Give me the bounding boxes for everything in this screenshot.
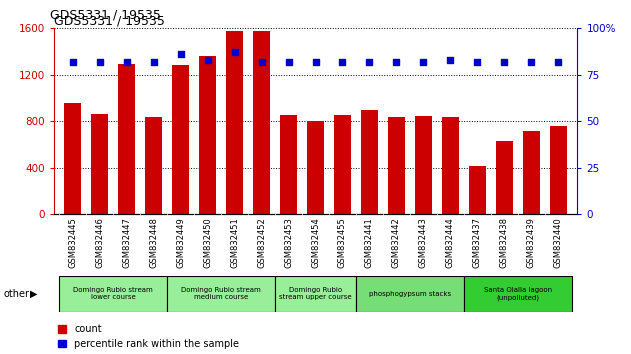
Point	[365, 59, 375, 65]
Text: GSM832448: GSM832448	[149, 217, 158, 268]
Bar	[64, 103, 81, 214]
Text: GSM832440: GSM832440	[554, 217, 563, 268]
Bar	[464, 276, 572, 312]
Point	[418, 59, 428, 65]
Bar	[145, 116, 162, 214]
Bar	[523, 131, 540, 214]
Point	[122, 59, 132, 65]
Bar	[334, 115, 351, 214]
Point	[175, 51, 186, 57]
Bar	[275, 276, 356, 312]
Text: phosphogypsum stacks: phosphogypsum stacks	[369, 291, 451, 297]
Point	[310, 59, 321, 65]
Point	[445, 57, 456, 63]
Bar	[59, 276, 167, 312]
Point	[203, 57, 213, 63]
Point	[473, 59, 483, 65]
Bar	[415, 116, 432, 214]
Text: other: other	[3, 289, 29, 299]
Point	[148, 59, 158, 65]
Bar	[469, 166, 486, 214]
Text: GSM832450: GSM832450	[203, 217, 212, 268]
Text: GSM832452: GSM832452	[257, 217, 266, 268]
Text: GSM832442: GSM832442	[392, 217, 401, 268]
Point	[256, 59, 266, 65]
Bar	[167, 276, 275, 312]
Bar	[389, 116, 404, 214]
Point	[230, 50, 240, 55]
Text: Domingo Rubio
stream upper course: Domingo Rubio stream upper course	[279, 287, 352, 300]
Text: GSM832454: GSM832454	[311, 217, 320, 268]
Text: GSM832444: GSM832444	[446, 217, 455, 268]
Point	[526, 59, 536, 65]
Bar	[356, 276, 464, 312]
Text: GSM832437: GSM832437	[473, 217, 482, 268]
Text: GSM832447: GSM832447	[122, 217, 131, 268]
Text: GSM832446: GSM832446	[95, 217, 104, 268]
Bar	[442, 116, 459, 214]
Point	[68, 59, 78, 65]
Point	[283, 59, 293, 65]
Point	[95, 59, 105, 65]
Point	[553, 59, 563, 65]
Text: GSM832441: GSM832441	[365, 217, 374, 268]
Point	[499, 59, 509, 65]
Text: GDS5331 / 19535: GDS5331 / 19535	[50, 8, 162, 21]
Bar	[254, 31, 269, 214]
Text: GSM832445: GSM832445	[68, 217, 77, 268]
Legend: count, percentile rank within the sample: count, percentile rank within the sample	[59, 324, 239, 349]
Point	[338, 59, 348, 65]
Bar	[119, 64, 134, 214]
Bar	[199, 56, 216, 214]
Text: Domingo Rubio stream
medium course: Domingo Rubio stream medium course	[181, 287, 261, 300]
Text: GDS5331 / 19535: GDS5331 / 19535	[54, 14, 165, 27]
Bar	[497, 141, 512, 214]
Text: Domingo Rubio stream
lower course: Domingo Rubio stream lower course	[73, 287, 153, 300]
Text: GSM832455: GSM832455	[338, 217, 347, 268]
Bar	[227, 31, 242, 214]
Text: GSM832453: GSM832453	[284, 217, 293, 268]
Text: GSM832438: GSM832438	[500, 217, 509, 268]
Text: GSM832451: GSM832451	[230, 217, 239, 268]
Bar	[280, 115, 297, 214]
Bar	[307, 121, 324, 214]
Text: GSM832439: GSM832439	[527, 217, 536, 268]
Bar	[362, 110, 377, 214]
Bar	[550, 126, 567, 214]
Text: ▶: ▶	[30, 289, 38, 299]
Text: GSM832449: GSM832449	[176, 217, 185, 268]
Text: Santa Olalla lagoon
(unpolluted): Santa Olalla lagoon (unpolluted)	[484, 287, 552, 301]
Bar	[91, 114, 108, 214]
Bar	[172, 65, 189, 214]
Text: GSM832443: GSM832443	[419, 217, 428, 268]
Point	[391, 59, 401, 65]
